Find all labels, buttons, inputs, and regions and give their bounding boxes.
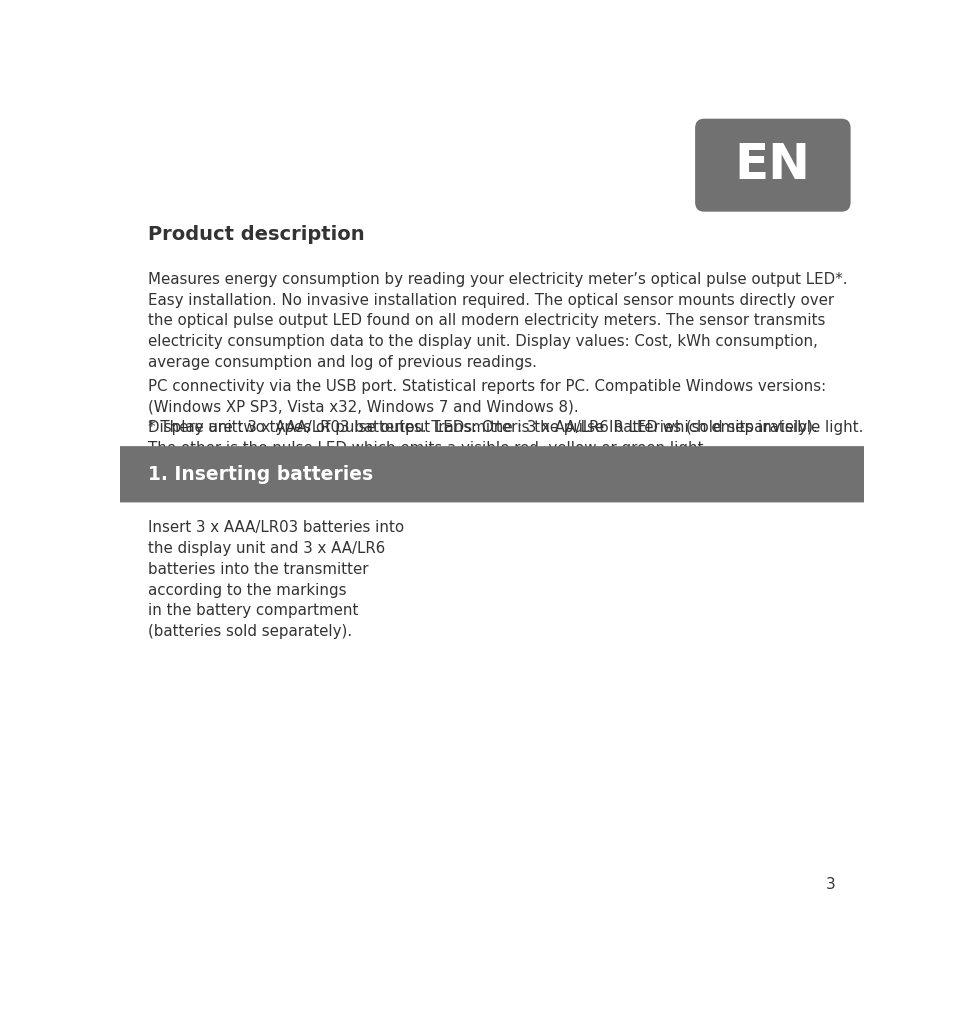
FancyBboxPatch shape [695,119,851,212]
Text: 1. Inserting batteries: 1. Inserting batteries [148,465,373,484]
Text: * There are two types of pulse output LEDs: One is the pulse IR LED which emits : * There are two types of pulse output LE… [148,420,864,435]
Text: Product description: Product description [148,225,365,244]
Text: Insert 3 x AAA/LR03 batteries into: Insert 3 x AAA/LR03 batteries into [148,521,404,535]
Text: The other is the pulse LED which emits a visible red, yellow or green light.: The other is the pulse LED which emits a… [148,442,708,456]
Text: 3: 3 [826,877,835,891]
Bar [801,125,849,161]
Bar [704,125,745,161]
Text: in the battery compartment: in the battery compartment [148,603,359,618]
FancyBboxPatch shape [112,447,872,502]
Text: according to the markings: according to the markings [148,583,347,598]
Text: EN: EN [734,141,811,189]
Text: average consumption and log of previous readings.: average consumption and log of previous … [148,354,538,369]
Text: Measures energy consumption by reading your electricity meter’s optical pulse ou: Measures energy consumption by reading y… [148,272,848,287]
Text: Easy installation. No invasive installation required. The optical sensor mounts : Easy installation. No invasive installat… [148,292,834,308]
Bar [801,168,849,202]
Text: electricity consumption data to the display unit. Display values: Cost, kWh cons: electricity consumption data to the disp… [148,334,818,349]
Text: the display unit and 3 x AA/LR6: the display unit and 3 x AA/LR6 [148,541,386,556]
Text: batteries into the transmitter: batteries into the transmitter [148,562,369,577]
Bar [120,452,864,478]
Text: the optical pulse output LED found on all modern electricity meters. The sensor : the optical pulse output LED found on al… [148,314,826,328]
Text: PC connectivity via the USB port. Statistical reports for PC. Compatible Windows: PC connectivity via the USB port. Statis… [148,379,827,394]
Text: Display unit: 3 x AAA/LR03 batteries. Transmitter: 3 x AA/LR6 batteries (sold se: Display unit: 3 x AAA/LR03 batteries. Tr… [148,420,818,435]
Text: (batteries sold separately).: (batteries sold separately). [148,624,352,639]
Text: (Windows XP SP3, Vista x32, Windows 7 and Windows 8).: (Windows XP SP3, Vista x32, Windows 7 an… [148,399,579,414]
